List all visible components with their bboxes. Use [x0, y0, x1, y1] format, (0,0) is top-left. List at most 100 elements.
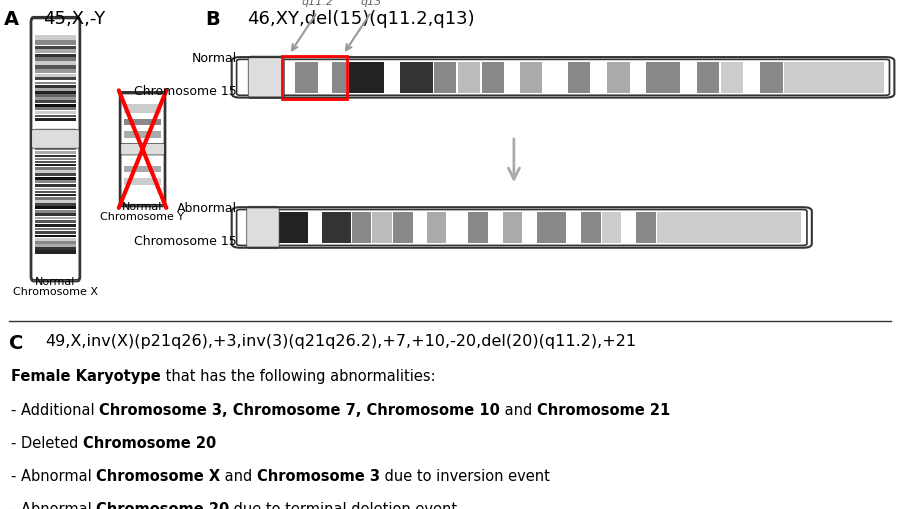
Bar [35, 78, 76, 81]
Bar [35, 185, 76, 187]
Bar [35, 92, 76, 95]
Bar [35, 248, 76, 250]
Bar [35, 171, 76, 173]
Bar [124, 120, 161, 126]
Bar [35, 112, 76, 115]
Bar [282, 57, 346, 99]
Bar [721, 63, 743, 94]
Bar [35, 235, 76, 238]
Bar [482, 63, 504, 94]
Bar [282, 63, 295, 94]
FancyBboxPatch shape [32, 19, 79, 280]
Bar [35, 62, 76, 66]
Bar [458, 63, 481, 94]
Text: Chromosome X: Chromosome X [96, 468, 220, 484]
Text: Chromosome 20: Chromosome 20 [96, 501, 230, 509]
Bar [35, 214, 76, 216]
Bar [124, 105, 161, 114]
Text: Chromosome 21: Chromosome 21 [536, 403, 670, 417]
Bar [35, 164, 76, 167]
Text: - Abnormal: - Abnormal [11, 501, 96, 509]
Bar [35, 191, 76, 194]
Bar [35, 75, 76, 78]
Bar [537, 213, 566, 243]
Bar [631, 63, 645, 94]
Bar [35, 151, 76, 154]
Bar [468, 213, 488, 243]
Text: Normal: Normal [122, 202, 163, 212]
Text: Chromosome 3, Chromosome 7, Chromosome 10: Chromosome 3, Chromosome 7, Chromosome 1… [99, 403, 500, 417]
Text: Chromosome 20: Chromosome 20 [83, 436, 216, 450]
Bar [489, 213, 501, 243]
FancyBboxPatch shape [248, 57, 284, 99]
Bar [35, 207, 76, 210]
Bar [124, 148, 161, 156]
Bar [322, 213, 350, 243]
Bar [784, 63, 884, 94]
Bar [35, 174, 76, 177]
Bar [35, 50, 76, 54]
Text: Chromosome 3: Chromosome 3 [257, 468, 380, 484]
Bar [607, 63, 630, 94]
Text: Normal: Normal [192, 52, 237, 65]
Bar [35, 239, 76, 241]
Text: due to inversion event: due to inversion event [380, 468, 550, 484]
Bar [35, 228, 76, 231]
Bar [124, 179, 161, 185]
Bar [744, 63, 759, 94]
Bar [591, 63, 606, 94]
Bar [263, 63, 282, 94]
Bar [506, 63, 518, 94]
Text: that has the following abnormalities:: that has the following abnormalities: [160, 368, 436, 383]
Bar [35, 66, 76, 70]
Bar [35, 46, 76, 50]
Bar [623, 213, 635, 243]
Text: Chromosome 15: Chromosome 15 [134, 84, 237, 98]
Text: B: B [205, 10, 220, 29]
Text: 45,X,-Y: 45,X,-Y [43, 10, 106, 27]
Text: due to terminal deletion event: due to terminal deletion event [230, 501, 457, 509]
Bar [35, 167, 76, 170]
Text: Chromosome X: Chromosome X [13, 287, 98, 297]
Bar [348, 63, 384, 94]
Bar [657, 213, 801, 243]
Bar [35, 128, 76, 132]
Bar [332, 63, 346, 94]
Text: Chromosome Y: Chromosome Y [101, 212, 184, 222]
Bar [35, 224, 76, 227]
Bar [35, 132, 76, 136]
Bar [35, 83, 76, 86]
Bar [295, 63, 318, 94]
Bar [544, 63, 566, 94]
Bar [697, 63, 719, 94]
Bar [35, 101, 76, 104]
Bar [385, 63, 399, 94]
Bar [35, 55, 76, 58]
Bar [35, 105, 76, 108]
FancyBboxPatch shape [121, 144, 165, 156]
Bar [35, 251, 76, 254]
Bar [35, 58, 76, 62]
Bar [602, 213, 622, 243]
Text: C: C [9, 333, 23, 352]
Bar [35, 41, 76, 46]
Bar [35, 95, 76, 98]
Text: and: and [220, 468, 257, 484]
Bar [276, 213, 308, 243]
Bar [35, 211, 76, 213]
Bar [427, 213, 446, 243]
Text: q11.2: q11.2 [302, 0, 333, 7]
Text: - Additional: - Additional [11, 403, 99, 417]
Bar [636, 213, 656, 243]
Bar [760, 63, 783, 94]
Bar [35, 242, 76, 244]
Bar [580, 213, 600, 243]
Bar [393, 213, 413, 243]
Bar [502, 213, 522, 243]
Bar [35, 98, 76, 101]
Bar [35, 155, 76, 158]
Bar [681, 63, 696, 94]
Text: Female Karyotype: Female Karyotype [11, 368, 160, 383]
Bar [35, 181, 76, 184]
Bar [242, 213, 262, 243]
